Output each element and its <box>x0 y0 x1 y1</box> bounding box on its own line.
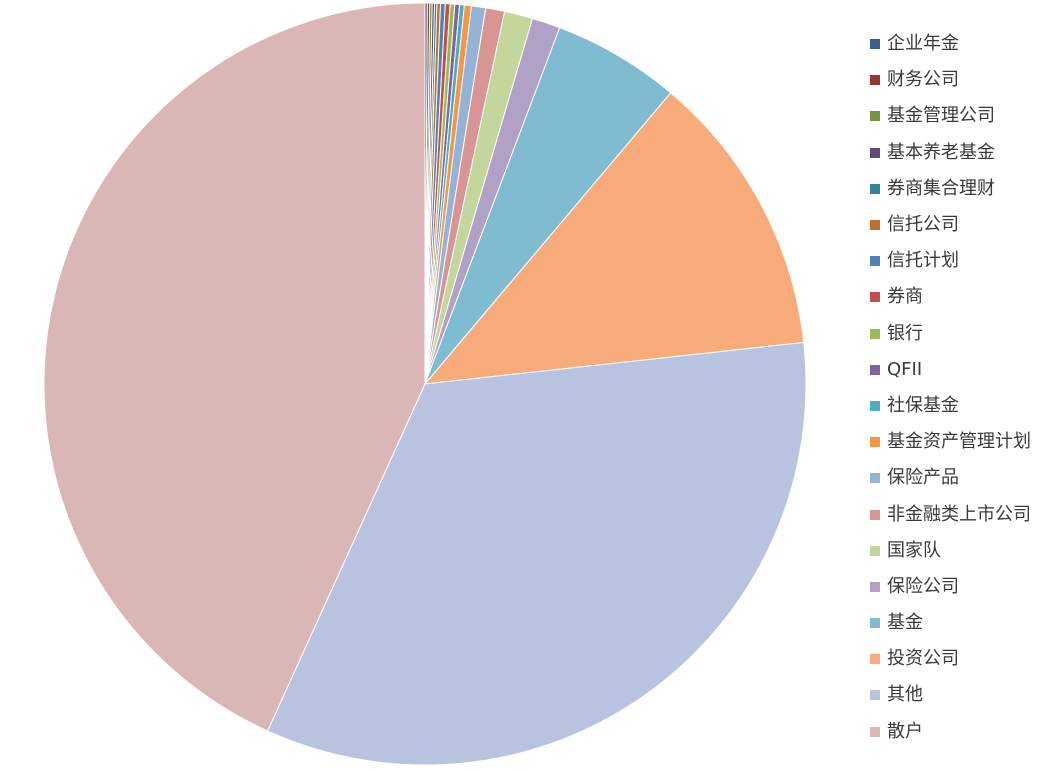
legend-label: 信托计划 <box>887 250 959 272</box>
legend-swatch <box>870 618 880 629</box>
legend-label: 财务公司 <box>887 69 959 91</box>
legend-swatch <box>870 111 880 122</box>
legend-label: 基金管理公司 <box>887 105 995 127</box>
legend-item-4: 券商集合理财 <box>870 171 1055 207</box>
legend-item-5: 信托公司 <box>870 207 1055 243</box>
legend-item-11: 基金资产管理计划 <box>870 424 1055 460</box>
legend-label: 券商集合理财 <box>887 177 995 199</box>
legend-swatch <box>870 220 880 231</box>
legend-label: 券商 <box>887 286 923 308</box>
legend-item-17: 投资公司 <box>870 641 1055 677</box>
legend-item-2: 基金管理公司 <box>870 98 1055 134</box>
legend-item-10: 社保基金 <box>870 388 1055 424</box>
legend-label: 基金 <box>887 612 923 634</box>
legend-label: 信托公司 <box>887 214 959 236</box>
legend-item-15: 保险公司 <box>870 569 1055 605</box>
legend-item-0: 企业年金 <box>870 26 1055 62</box>
legend-swatch <box>870 292 880 303</box>
legend-label: 其他 <box>887 684 923 706</box>
legend-swatch <box>870 473 880 484</box>
legend-swatch <box>870 75 880 86</box>
pie-chart <box>43 2 807 766</box>
legend-item-13: 非金融类上市公司 <box>870 496 1055 532</box>
pie-chart-svg <box>43 2 807 766</box>
legend-swatch <box>870 328 880 339</box>
legend-item-12: 保险产品 <box>870 460 1055 496</box>
pie-slice-19 <box>43 2 426 732</box>
legend-swatch <box>870 147 880 158</box>
legend-label: 散户 <box>887 720 923 742</box>
legend-item-7: 券商 <box>870 279 1055 315</box>
legend-swatch <box>870 400 880 411</box>
legend-label: 保险产品 <box>887 467 959 489</box>
legend-item-18: 其他 <box>870 677 1055 713</box>
legend-item-14: 国家队 <box>870 533 1055 569</box>
legend-swatch <box>870 39 880 50</box>
legend-item-8: 银行 <box>870 316 1055 352</box>
legend-item-9: QFII <box>870 352 1055 388</box>
legend-item-6: 信托计划 <box>870 243 1055 279</box>
legend-label: QFII <box>887 358 923 380</box>
legend-label: 基本养老基金 <box>887 141 995 163</box>
legend-label: 社保基金 <box>887 394 959 416</box>
legend-swatch <box>870 183 880 194</box>
legend-item-3: 基本养老基金 <box>870 135 1055 171</box>
legend-swatch <box>870 509 880 520</box>
legend-label: 保险公司 <box>887 575 959 597</box>
legend-swatch <box>870 364 880 375</box>
pie-slice-18 <box>266 341 807 766</box>
legend-item-19: 散户 <box>870 714 1055 750</box>
legend-label: 非金融类上市公司 <box>887 503 1031 525</box>
legend-swatch <box>870 545 880 556</box>
legend-item-16: 基金 <box>870 605 1055 641</box>
legend-swatch <box>870 654 880 665</box>
legend-swatch <box>870 437 880 448</box>
chart-legend: 企业年金财务公司基金管理公司 基本养老基金 券商集合理财 信托公司信托计划券商银行 QF… <box>870 26 1055 750</box>
legend-label: 基金资产管理计划 <box>887 431 1031 453</box>
legend-swatch <box>870 690 880 701</box>
legend-label: 企业年金 <box>887 33 959 55</box>
legend-item-1: 财务公司 <box>870 62 1055 98</box>
legend-swatch <box>870 581 880 592</box>
pie-slice-17 <box>423 92 805 385</box>
legend-label: 国家队 <box>887 539 941 561</box>
legend-swatch <box>870 256 880 267</box>
legend-swatch <box>870 726 880 737</box>
legend-label: 投资公司 <box>887 648 959 670</box>
legend-label: 银行 <box>887 322 923 344</box>
